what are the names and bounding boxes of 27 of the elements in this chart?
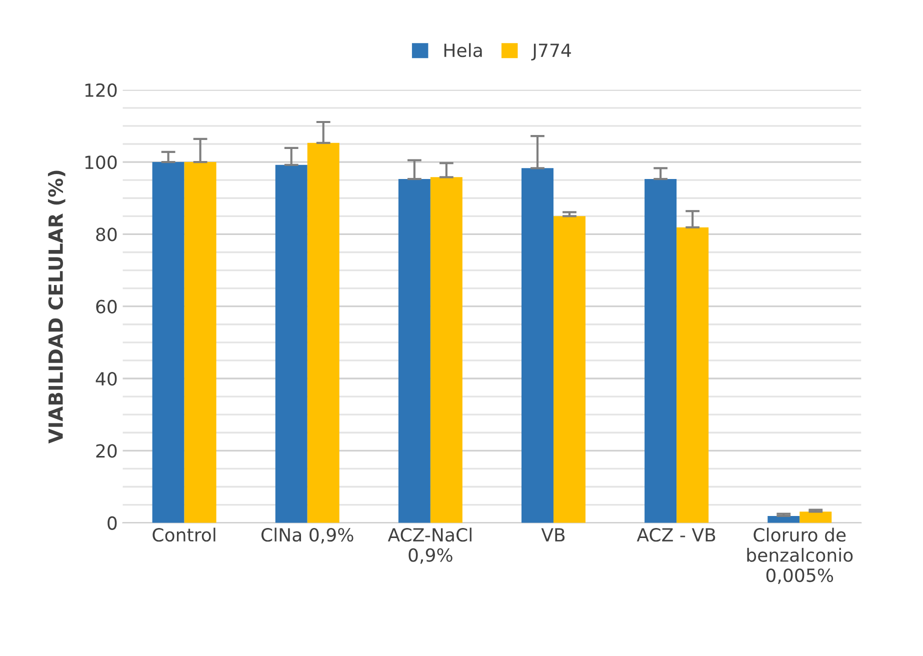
bar (430, 177, 462, 523)
x-tick-label: Control (152, 528, 216, 542)
legend-label: Hela (444, 43, 482, 58)
bar (184, 162, 216, 523)
bar (676, 227, 709, 523)
x-tick-label: ACZ-NaCl 0,9% (388, 528, 472, 564)
y-tick-label: 40 (96, 372, 117, 386)
bar (275, 164, 308, 523)
bar (553, 216, 586, 523)
y-tick-label: 60 (96, 300, 117, 314)
x-tick-label: ACZ - VB (636, 528, 716, 542)
bar (152, 162, 184, 523)
bar (307, 142, 340, 523)
y-tick-label: 120 (85, 83, 117, 97)
bar (800, 512, 832, 523)
bar (521, 168, 554, 523)
legend-label: J774 (531, 44, 571, 60)
x-tick-label: ClNa 0,9% (261, 528, 354, 544)
y-tick-label: 80 (96, 228, 117, 242)
x-tick-label: Cloruro de benzalconio 0,005% (747, 528, 853, 584)
y-tick-label: 0 (108, 516, 117, 530)
y-axis-title: VIABILIDAD CELULAR (%) (48, 170, 66, 444)
x-tick-label: VB (541, 528, 565, 542)
y-tick-label: 100 (85, 155, 117, 170)
bar (644, 178, 677, 523)
bar (398, 178, 430, 523)
y-tick-label: 20 (96, 444, 117, 458)
